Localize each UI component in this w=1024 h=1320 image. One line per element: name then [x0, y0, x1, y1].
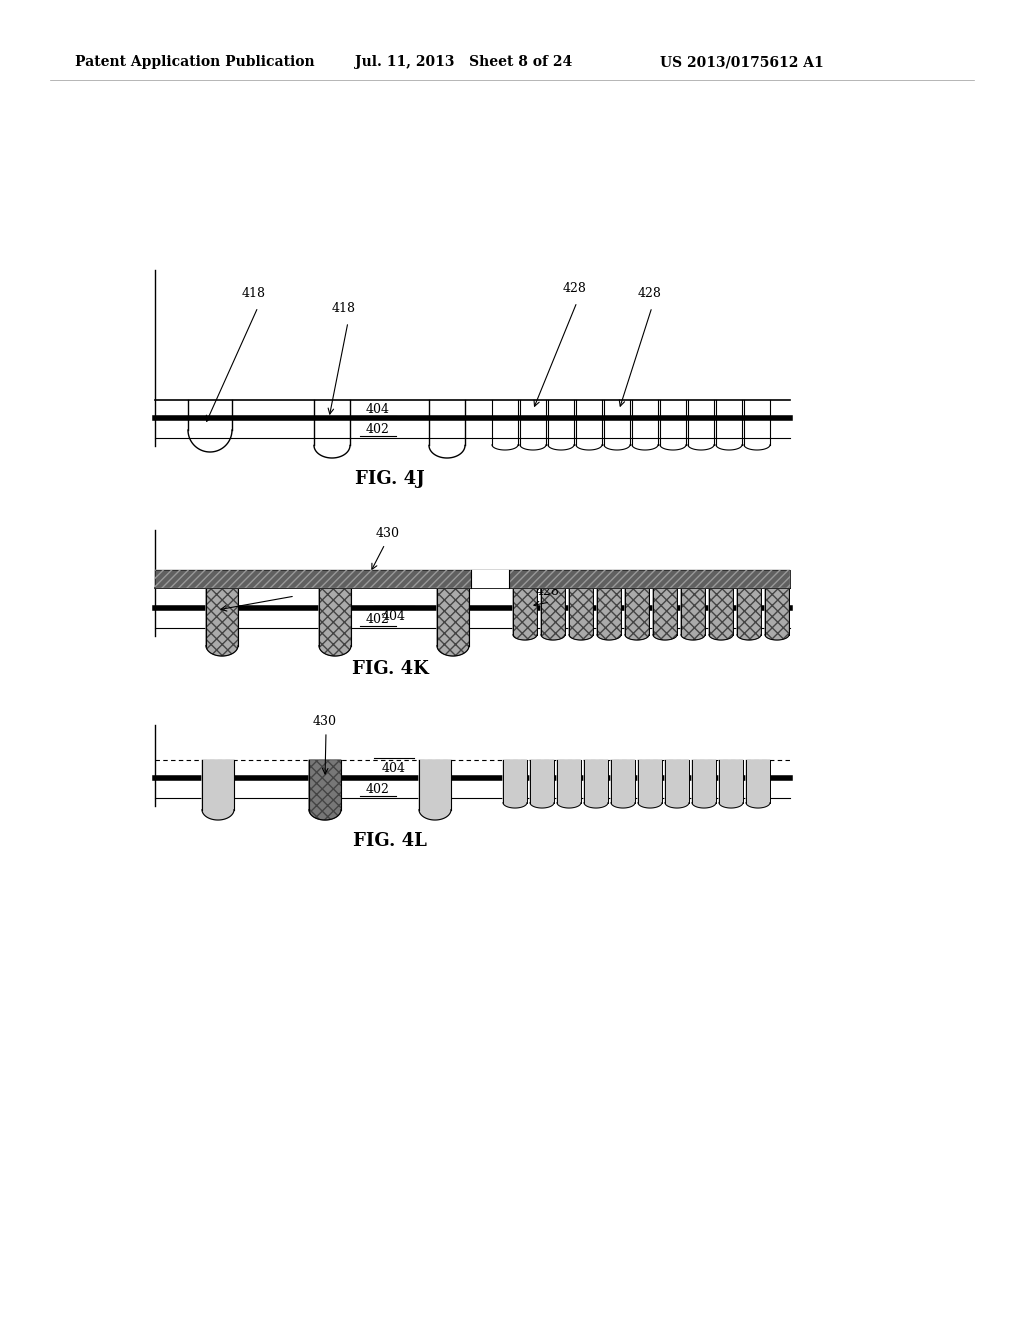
Text: 430: 430 — [313, 715, 337, 729]
Bar — [471, 570, 509, 587]
Text: US 2013/0175612 A1: US 2013/0175612 A1 — [660, 55, 823, 69]
Text: 404: 404 — [382, 762, 406, 775]
Bar — [155, 570, 790, 587]
Text: 402: 402 — [366, 783, 390, 796]
Polygon shape — [709, 587, 733, 640]
Text: 418: 418 — [278, 579, 302, 591]
Text: Patent Application Publication: Patent Application Publication — [75, 55, 314, 69]
Polygon shape — [530, 760, 554, 808]
Polygon shape — [202, 760, 234, 820]
Bar — [155, 570, 790, 587]
Text: 430: 430 — [376, 527, 400, 540]
Bar — [155, 570, 790, 587]
Polygon shape — [206, 587, 238, 656]
Polygon shape — [419, 760, 451, 820]
Text: 402: 402 — [366, 422, 390, 436]
Text: FIG. 4K: FIG. 4K — [351, 660, 428, 678]
Polygon shape — [319, 587, 351, 656]
Bar — [155, 570, 790, 587]
Polygon shape — [737, 587, 761, 640]
Polygon shape — [541, 587, 565, 640]
Text: FIG. 4L: FIG. 4L — [353, 832, 427, 850]
Polygon shape — [665, 760, 689, 808]
Text: 428: 428 — [638, 286, 662, 300]
Polygon shape — [584, 760, 608, 808]
Polygon shape — [765, 587, 790, 640]
Text: 428: 428 — [563, 282, 587, 294]
Polygon shape — [437, 587, 469, 656]
Text: 428: 428 — [536, 585, 560, 598]
Polygon shape — [653, 587, 677, 640]
Polygon shape — [597, 587, 621, 640]
Polygon shape — [309, 760, 341, 820]
Text: 418: 418 — [332, 302, 356, 315]
Polygon shape — [746, 760, 770, 808]
Text: 404: 404 — [366, 403, 390, 416]
Text: 404: 404 — [382, 610, 406, 623]
Polygon shape — [719, 760, 743, 808]
Polygon shape — [611, 760, 635, 808]
Polygon shape — [513, 587, 537, 640]
Polygon shape — [557, 760, 581, 808]
Polygon shape — [681, 587, 705, 640]
Polygon shape — [638, 760, 662, 808]
Polygon shape — [503, 760, 527, 808]
Text: 402: 402 — [366, 612, 390, 626]
Text: FIG. 4J: FIG. 4J — [355, 470, 425, 488]
Polygon shape — [569, 587, 593, 640]
Text: 418: 418 — [242, 286, 266, 300]
Polygon shape — [692, 760, 716, 808]
Polygon shape — [625, 587, 649, 640]
Text: Jul. 11, 2013   Sheet 8 of 24: Jul. 11, 2013 Sheet 8 of 24 — [355, 55, 572, 69]
